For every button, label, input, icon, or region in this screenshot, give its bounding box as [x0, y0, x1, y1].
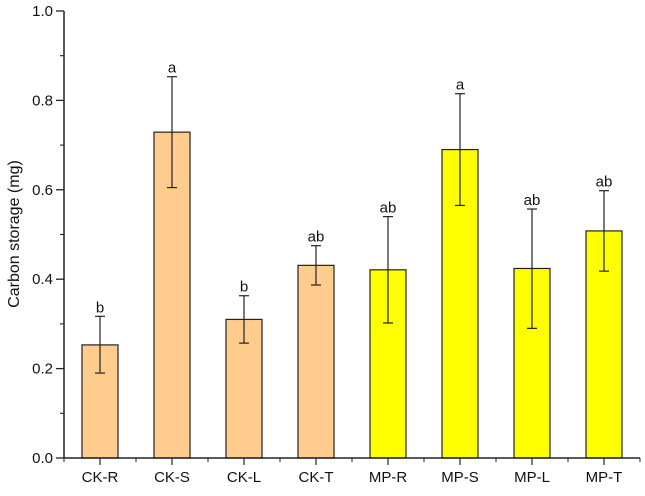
significance-label: a — [168, 60, 177, 77]
significance-label: ab — [524, 192, 541, 209]
x-tick-label: CK-T — [299, 469, 334, 486]
y-tick-label: 0.6 — [32, 182, 53, 199]
significance-label: b — [96, 299, 104, 316]
significance-label: b — [240, 279, 248, 296]
x-tick-label: CK-R — [82, 469, 119, 486]
bar-mp-r: ab — [369, 200, 407, 459]
axes-group: CK-R CK-S CK-L CK-T MP-R MP-S MP-L MP-T 0.0 0.2 0.… — [32, 3, 641, 486]
y-tick-label: 0.8 — [32, 92, 53, 109]
bar-ck-t: ab — [297, 229, 335, 459]
x-tick-label: MP-T — [586, 469, 623, 486]
bar-mp-s: a — [441, 77, 479, 459]
bar-ck-s: a — [153, 60, 191, 459]
y-tick-label: 0.2 — [32, 361, 53, 378]
bar-rect — [297, 264, 335, 459]
x-tick-label: CK-L — [227, 469, 261, 486]
significance-label: ab — [596, 174, 613, 191]
y-tick-label: 0.4 — [32, 271, 53, 288]
y-tick-label: 0.0 — [32, 450, 53, 467]
significance-label: ab — [380, 200, 397, 217]
x-tick-label: MP-R — [369, 469, 407, 486]
significance-label: ab — [308, 229, 325, 246]
y-axis-label: Carbon storage (mg) — [6, 160, 23, 308]
bar-mp-t: ab — [585, 174, 623, 459]
bar-ck-l: b — [225, 279, 263, 459]
x-tick-label: MP-L — [514, 469, 550, 486]
x-tick-label: CK-S — [154, 469, 190, 486]
bar-ck-r: b — [81, 299, 119, 459]
x-tick-label: MP-S — [441, 469, 479, 486]
bar-mp-l: ab — [513, 192, 551, 459]
y-tick-label: 1.0 — [32, 3, 53, 20]
significance-label: a — [456, 77, 465, 94]
